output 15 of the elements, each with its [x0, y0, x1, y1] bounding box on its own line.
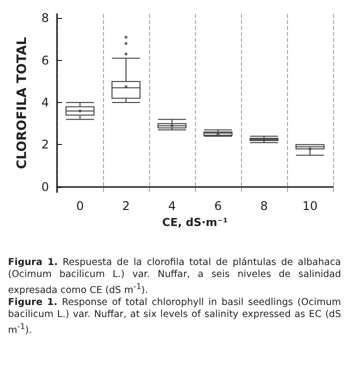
x-tick-label: 2 [122, 199, 130, 214]
y-axis-title: CLOROFILA TOTAL [15, 36, 30, 170]
y-tick-label: 8 [41, 11, 49, 26]
y-tick-label: 6 [41, 53, 49, 68]
y-tick-label: 2 [41, 138, 49, 152]
x-tick-label: 0 [76, 199, 84, 214]
x-axis-title: CE, dS·m⁻¹ [162, 216, 228, 229]
caption: Figure 1. Response of total chlorophyll in basil seedlings (Ocimum bacilicum L.) var. Nuffar, at six levels of salinity expressed as EC (dS m$^{-1}$). [8, 297, 341, 338]
y-tick-label: 0 [41, 180, 49, 194]
x-tick-label: 4 [168, 199, 176, 214]
x-tick-label: 8 [260, 199, 268, 214]
x-tick-label: 10 [302, 199, 318, 214]
y-tick-label: 4 [41, 96, 49, 110]
x-tick-label: 6 [214, 199, 222, 214]
text: Figura 1. Respuesta de la clorofila total de plántulas de albahaca (Ocimum bacilicum L.) var. Nuffar, a seis niveles de salinidad expresada como CE (dS m$^{-1}$). [8, 257, 341, 298]
